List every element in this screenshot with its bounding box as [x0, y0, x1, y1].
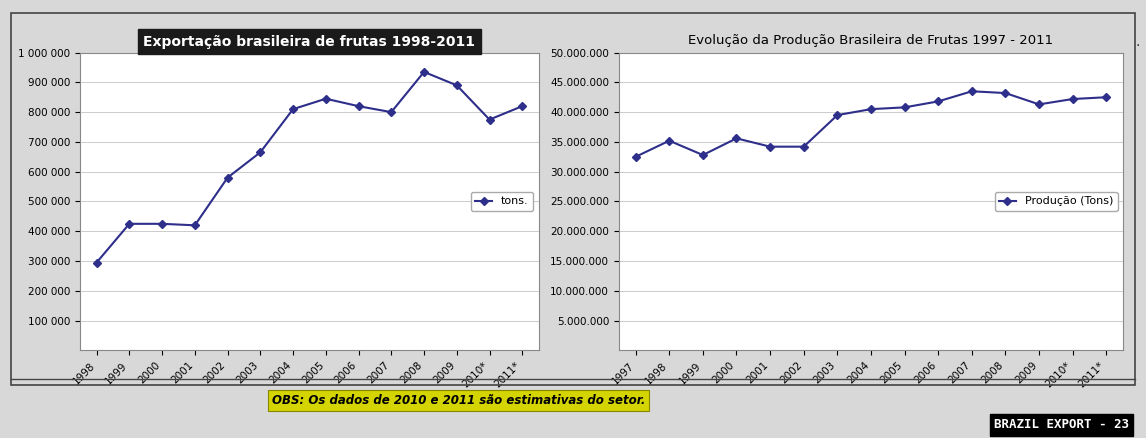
Title: Exportação brasileira de frutas 1998-2011: Exportação brasileira de frutas 1998-201…	[143, 35, 476, 49]
Text: OBS: Os dados de 2010 e 2011 são estimativas do setor.: OBS: Os dados de 2010 e 2011 são estimat…	[272, 394, 645, 407]
Text: .: .	[1136, 35, 1140, 49]
Text: BRAZIL EXPORT - 23: BRAZIL EXPORT - 23	[994, 418, 1129, 431]
Title: Evolução da Produção Brasileira de Frutas 1997 - 2011: Evolução da Produção Brasileira de Fruta…	[689, 34, 1053, 47]
Legend: tons.: tons.	[471, 192, 533, 211]
Legend: Produção (Tons): Produção (Tons)	[995, 192, 1117, 211]
